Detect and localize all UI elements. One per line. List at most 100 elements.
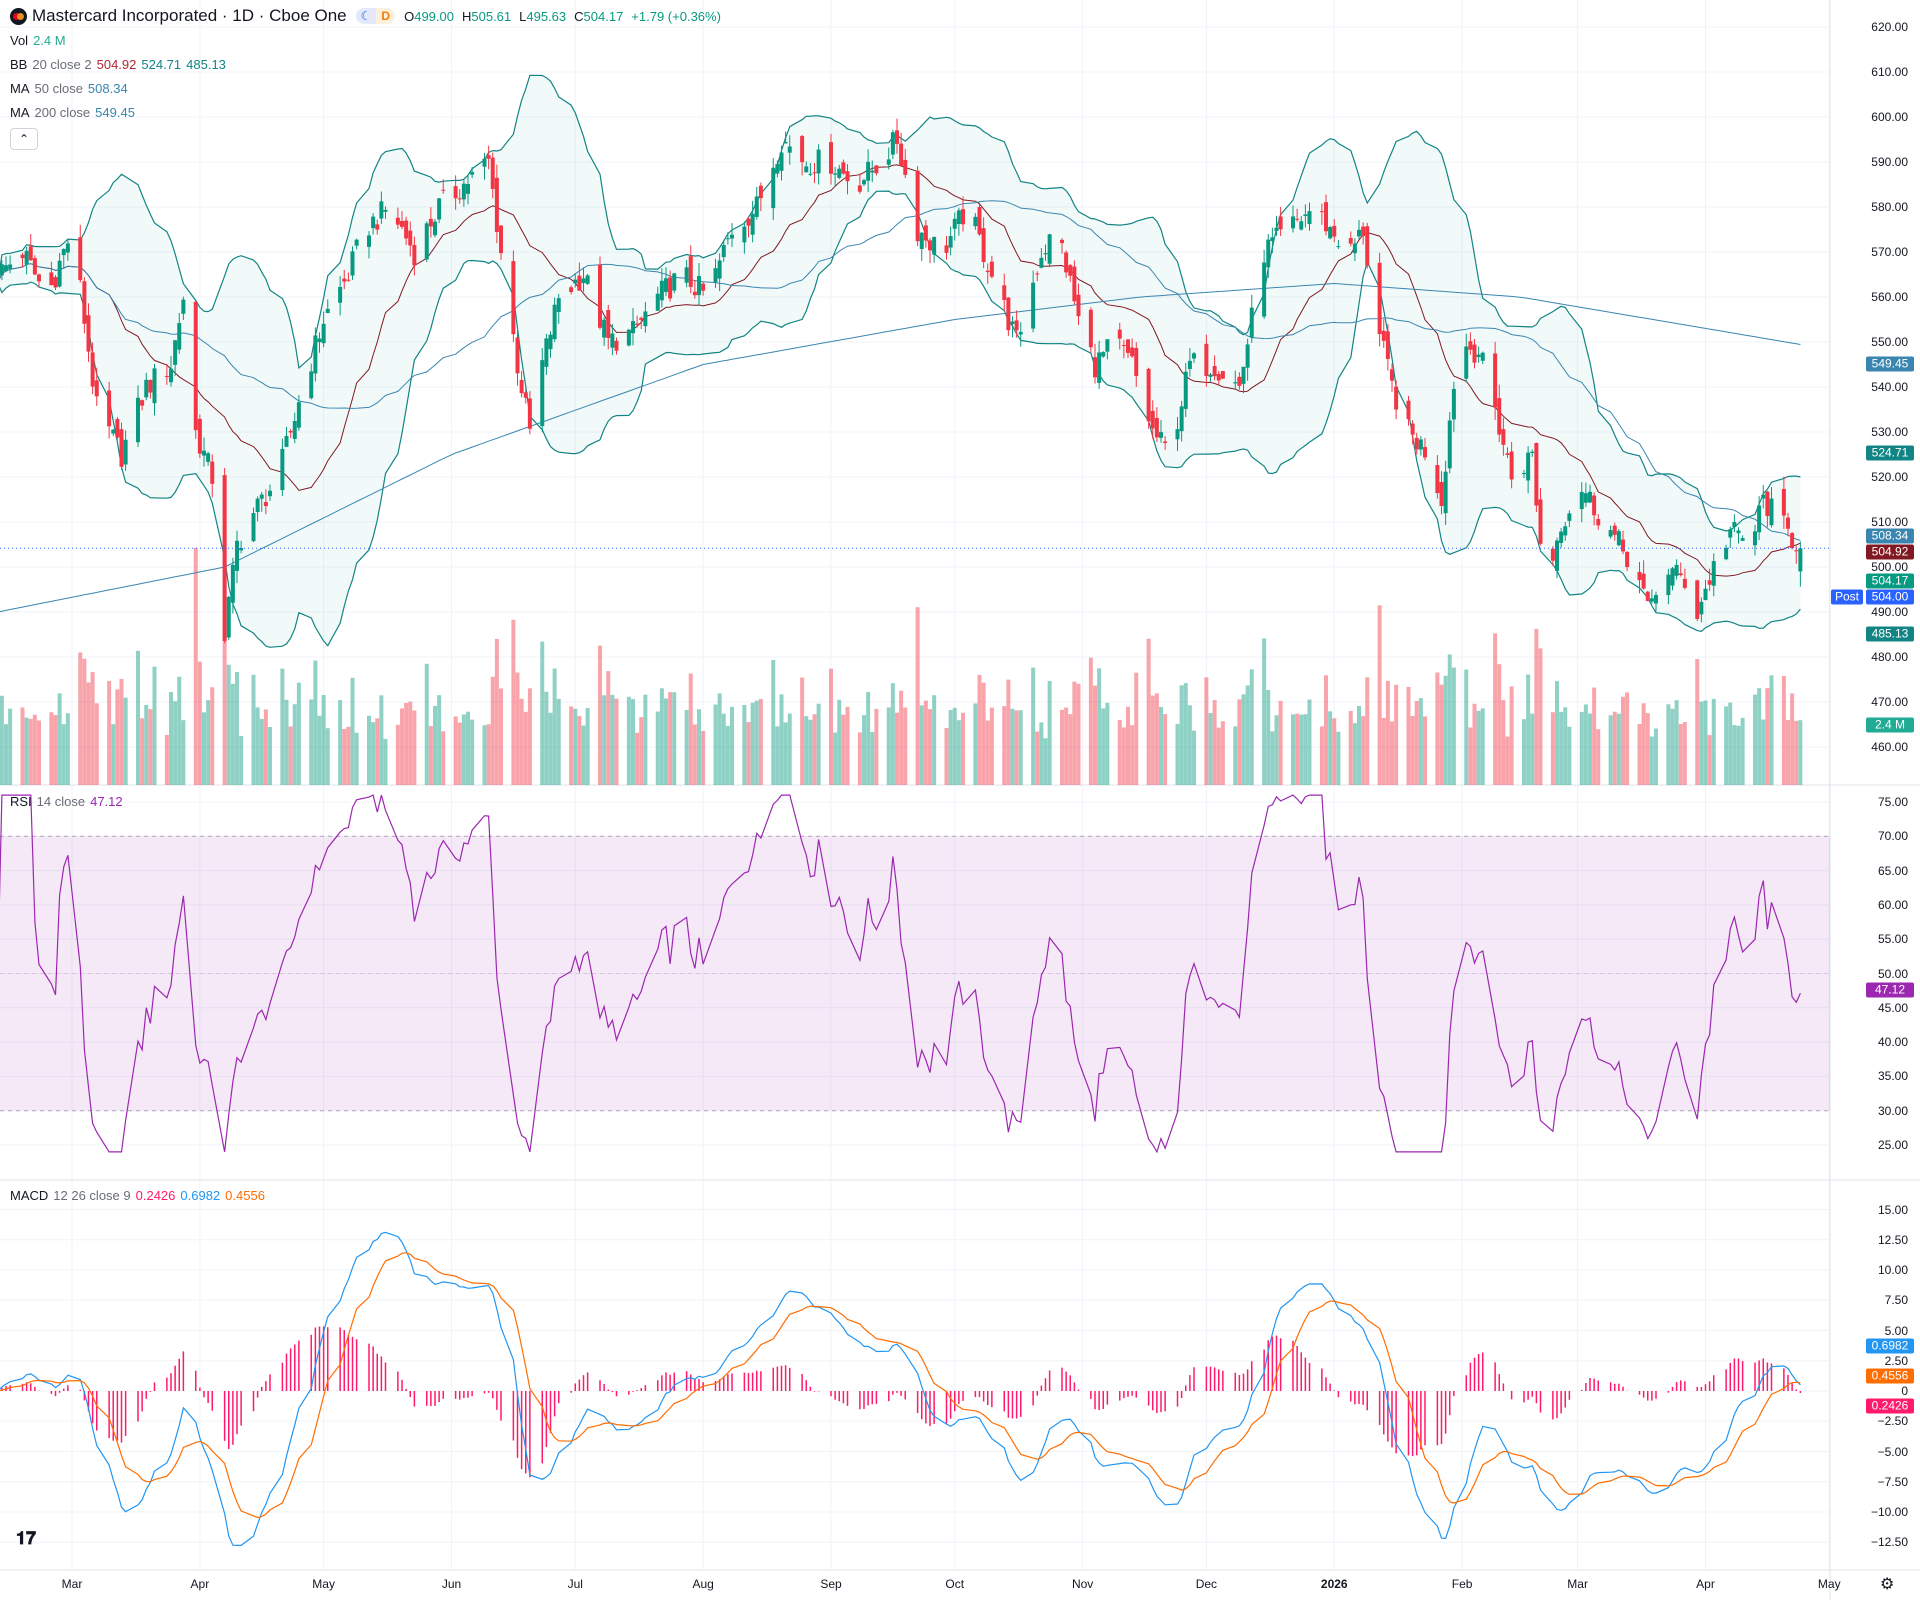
volume-bar bbox=[226, 664, 231, 785]
volume-bar bbox=[1435, 672, 1440, 785]
collapse-legend-button[interactable]: ⌃ bbox=[10, 128, 38, 150]
candle-body bbox=[1060, 239, 1064, 244]
volume-bar bbox=[1365, 677, 1370, 785]
rsi-legend[interactable]: RSI 14 close 47.12 bbox=[10, 794, 123, 809]
volume-bar bbox=[57, 693, 62, 785]
candle-body bbox=[659, 280, 664, 301]
volume-bar bbox=[482, 725, 487, 785]
rsi-tick: 70.00 bbox=[1877, 829, 1908, 844]
candle-body bbox=[697, 276, 701, 296]
macd-legend[interactable]: MACD 12 26 close 9 0.2426 0.6982 0.4556 bbox=[10, 1188, 265, 1203]
candle-body bbox=[1418, 439, 1423, 450]
candle-body bbox=[1588, 491, 1592, 503]
volume-bar bbox=[309, 699, 314, 785]
candle-body bbox=[375, 224, 380, 230]
time-label: Feb bbox=[1451, 1577, 1473, 1591]
candle-body bbox=[1786, 517, 1790, 529]
volume-bar bbox=[981, 682, 986, 785]
tradingview-logo[interactable]: 𝟏𝟕 bbox=[16, 1528, 37, 1548]
volume-bar bbox=[1068, 714, 1073, 785]
candle-body bbox=[1699, 601, 1704, 615]
volume-bar bbox=[1592, 687, 1597, 785]
macd-tick: 7.50 bbox=[1884, 1293, 1908, 1308]
symbol-legend[interactable]: Mastercard Incorporated · 1D · Cboe One … bbox=[10, 6, 721, 26]
candle-body bbox=[1443, 471, 1448, 514]
volume-bar bbox=[1274, 715, 1279, 785]
candle-body bbox=[1064, 252, 1069, 273]
candle-body bbox=[721, 245, 726, 258]
volume-bar bbox=[1159, 706, 1163, 785]
candle-body bbox=[585, 275, 590, 284]
volume-bar bbox=[1406, 686, 1411, 785]
volume-bar bbox=[750, 702, 755, 785]
volume-bar bbox=[1563, 707, 1568, 785]
candle-body bbox=[1361, 226, 1366, 237]
candle-body bbox=[527, 398, 532, 429]
symbol-title[interactable]: Mastercard Incorporated · 1D · Cboe One bbox=[32, 6, 347, 25]
candle-body bbox=[730, 234, 734, 239]
candle-body bbox=[1233, 382, 1238, 384]
volume-bar bbox=[400, 708, 404, 785]
candle-body bbox=[1183, 371, 1188, 409]
candle-body bbox=[779, 152, 784, 171]
candle-body bbox=[874, 165, 879, 174]
candle-body bbox=[548, 334, 553, 350]
candle-body bbox=[581, 278, 586, 284]
post-market-price-badge: 504.00 bbox=[1866, 589, 1914, 605]
volume-bar bbox=[1468, 727, 1473, 785]
volume-bar bbox=[1154, 693, 1159, 785]
candle-body bbox=[750, 213, 755, 235]
candle-body bbox=[1563, 526, 1568, 536]
ma200-legend-name: MA bbox=[10, 105, 30, 120]
volume-bar bbox=[1559, 711, 1564, 785]
volume-bar bbox=[1348, 710, 1353, 785]
volume-bar bbox=[890, 683, 895, 785]
volume-legend[interactable]: Vol 2.4 M bbox=[10, 33, 66, 48]
volume-bar bbox=[573, 708, 578, 785]
candle-body bbox=[1187, 360, 1192, 369]
candle-body bbox=[1703, 588, 1708, 601]
volume-bar bbox=[1237, 699, 1242, 785]
candle-body bbox=[408, 230, 413, 246]
volume-bar bbox=[1443, 675, 1448, 785]
ma200-legend[interactable]: MA 200 close 549.45 bbox=[10, 105, 135, 120]
volume-bar bbox=[989, 707, 994, 785]
bb-basis-line bbox=[0, 164, 1801, 577]
candle-body bbox=[1014, 320, 1019, 331]
candle-body bbox=[313, 335, 318, 374]
candle-body bbox=[1439, 482, 1444, 506]
volume-bar bbox=[1423, 716, 1427, 785]
low-value: 495.63 bbox=[526, 8, 567, 24]
volume-bar bbox=[115, 689, 120, 785]
volume-bar bbox=[812, 714, 817, 785]
volume-bar bbox=[1245, 685, 1250, 785]
candle-body bbox=[1365, 226, 1370, 266]
volume-bar bbox=[86, 682, 91, 785]
candle-body bbox=[952, 218, 957, 229]
volume-bar bbox=[437, 695, 442, 785]
price-badge: 508.34 bbox=[1866, 528, 1914, 544]
session-badges[interactable]: ☾ D bbox=[355, 8, 396, 24]
candle-body bbox=[1579, 491, 1584, 510]
macd-badge: 0.2426 bbox=[1866, 1398, 1914, 1414]
volume-bar bbox=[1538, 648, 1543, 785]
bb-fill bbox=[0, 75, 1801, 648]
price-badge: 504.92 bbox=[1866, 544, 1914, 560]
candle-body bbox=[870, 170, 875, 173]
candle-body bbox=[94, 380, 99, 397]
volume-bar bbox=[296, 682, 301, 785]
ma50-legend[interactable]: MA 50 close 508.34 bbox=[10, 81, 128, 96]
candle-body bbox=[1645, 591, 1650, 602]
volume-bar bbox=[210, 687, 215, 785]
candle-body bbox=[1216, 373, 1221, 381]
candle-body bbox=[1270, 237, 1275, 241]
moon-icon: ☾ bbox=[355, 8, 377, 24]
candle-body bbox=[886, 159, 891, 165]
bb-legend[interactable]: BB 20 close 2 504.92 524.71 485.13 bbox=[10, 57, 226, 72]
volume-bar bbox=[515, 672, 520, 785]
settings-gear-icon[interactable]: ⚙ bbox=[1880, 1576, 1895, 1593]
volume-bar bbox=[1674, 700, 1679, 785]
macd-tick: 15.00 bbox=[1877, 1202, 1908, 1217]
volume-bar bbox=[499, 688, 503, 785]
